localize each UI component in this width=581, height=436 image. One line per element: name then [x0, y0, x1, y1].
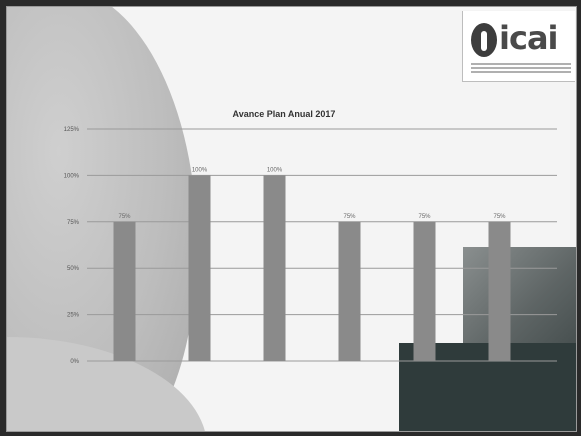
data-label: 75%	[493, 214, 506, 220]
logo-i-icon	[471, 23, 497, 57]
data-label: 100%	[192, 167, 208, 173]
bar	[113, 221, 136, 361]
data-label: 100%	[267, 167, 283, 173]
chart-title: Avance Plan Anual 2017	[233, 109, 336, 119]
bar-layer	[113, 175, 511, 361]
y-tick-label: 50%	[67, 266, 80, 272]
data-label: 75%	[343, 214, 356, 220]
data-label: 75%	[418, 214, 431, 220]
bar	[413, 221, 436, 361]
label-layer: 0% 25% 50% 75% 100% 125% 75% 100% 100% 75% 75% 75%	[64, 127, 507, 365]
logo-subtitle-lines	[471, 61, 571, 75]
grid-layer	[87, 128, 557, 362]
bar	[338, 221, 361, 361]
logo-text: icai	[499, 19, 558, 57]
slide: icai Avance Plan Anual 2017 0% 25% 50% 75% 1…	[6, 6, 577, 432]
bar-chart: Avance Plan Anual 2017 0% 25% 50% 75% 100% 12…	[64, 109, 557, 365]
y-tick-label: 25%	[67, 313, 80, 319]
y-tick-label: 75%	[67, 220, 80, 226]
y-tick-label: 125%	[64, 127, 80, 133]
bar	[188, 175, 211, 361]
bar	[263, 175, 286, 361]
bar	[488, 221, 511, 361]
y-tick-label: 0%	[70, 359, 79, 365]
y-tick-label: 100%	[64, 173, 80, 179]
data-label: 75%	[118, 214, 131, 220]
icai-logo: icai	[462, 11, 575, 82]
